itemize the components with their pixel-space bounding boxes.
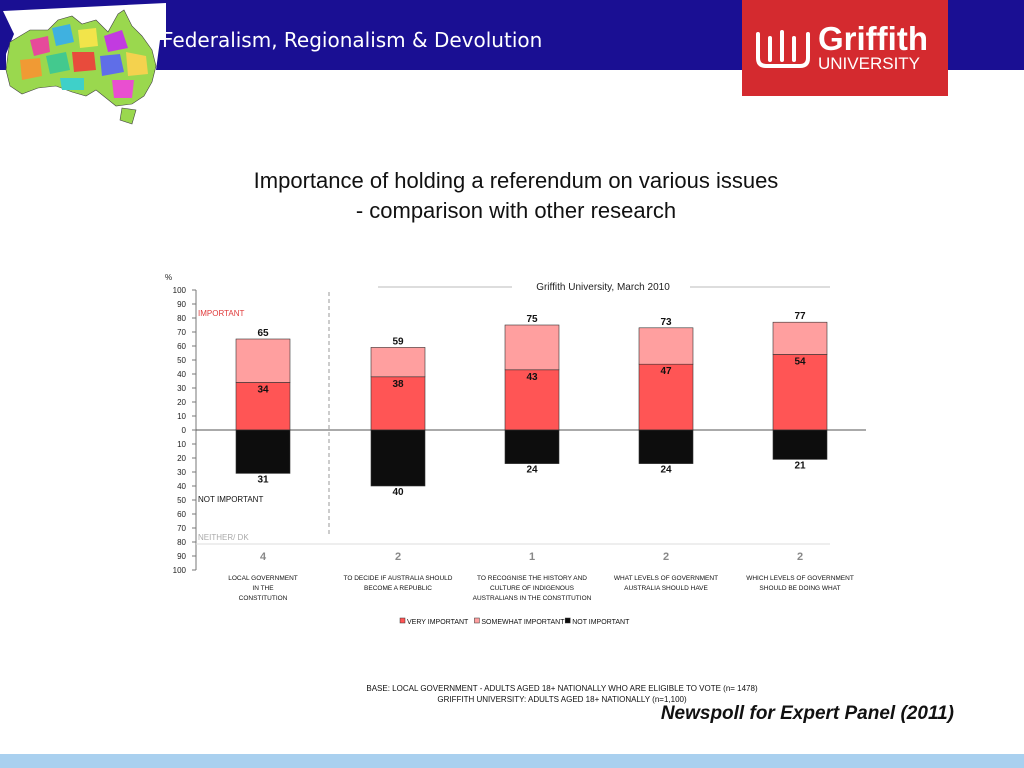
data-label-not-important: 21 — [794, 460, 806, 471]
data-label-neither: 2 — [797, 551, 803, 563]
bar-not-important — [638, 429, 694, 464]
y-tick-label: 20 — [177, 398, 186, 407]
australia-map-icon — [3, 3, 166, 130]
category-label: CULTURE OF INDIGENOUS — [490, 585, 575, 592]
region-label-neither: NEITHER/ DK — [198, 533, 249, 542]
y-tick-label: 10 — [177, 440, 186, 449]
bar-very-important — [638, 363, 694, 431]
data-label-neither: 1 — [529, 551, 535, 563]
category-label: CONSTITUTION — [239, 595, 288, 602]
legend-swatch — [564, 617, 571, 624]
legend-swatch — [474, 617, 480, 624]
base-note-line-1: BASE: LOCAL GOVERNMENT - ADULTS AGED 18+… — [366, 684, 758, 693]
chart-title: Importance of holding a referendum on va… — [160, 166, 872, 226]
y-tick-label: 40 — [177, 482, 186, 491]
y-tick-label: 80 — [177, 314, 186, 323]
data-label-important-total: 59 — [392, 336, 404, 347]
y-tick-label: 80 — [177, 538, 186, 547]
data-label-very-important: 38 — [392, 379, 404, 390]
griffith-crest-icon — [756, 30, 810, 68]
chart-title-line-2: - comparison with other research — [355, 198, 677, 223]
category-label: SHOULD BE DOING WHAT — [759, 585, 840, 592]
data-label-important-total: 65 — [257, 328, 269, 339]
category-label: TO DECIDE IF AUSTRALIA SHOULD — [344, 575, 453, 582]
region-label-important: IMPORTANT — [198, 309, 244, 318]
data-label-important-total: 77 — [794, 311, 806, 322]
y-tick-label: 0 — [182, 426, 187, 435]
bar-somewhat-important — [370, 347, 426, 378]
y-tick-label: 100 — [173, 286, 187, 295]
logo-subtitle: UNIVERSITY — [818, 54, 921, 73]
bar-very-important — [772, 354, 828, 431]
category-label: WHAT LEVELS OF GOVERNMENT — [614, 575, 718, 582]
y-tick-label: 50 — [177, 356, 186, 365]
y-tick-label: 60 — [177, 342, 186, 351]
chart-title-line-1: Importance of holding a referendum on va… — [253, 168, 779, 193]
y-tick-label: 70 — [177, 524, 186, 533]
data-label-neither: 4 — [260, 551, 267, 563]
data-label-neither: 2 — [395, 551, 401, 563]
data-label-not-important: 24 — [660, 465, 672, 476]
category-label: WHICH LEVELS OF GOVERNMENT — [746, 575, 854, 582]
bar-somewhat-important — [772, 321, 828, 355]
data-label-important-total: 75 — [526, 314, 538, 325]
data-label-not-important: 24 — [526, 465, 538, 476]
y-tick-label: 20 — [177, 454, 186, 463]
category-label: IN THE — [252, 585, 274, 592]
group-label: Griffith University, March 2010 — [536, 282, 670, 293]
y-tick-label: 100 — [173, 566, 187, 575]
data-label-neither: 2 — [663, 551, 669, 563]
base-note-line-2: GRIFFITH UNIVERSITY: ADULTS AGED 18+ NAT… — [437, 695, 687, 704]
legend-label: VERY IMPORTANT — [407, 619, 469, 626]
y-tick-label: 90 — [177, 552, 186, 561]
y-tick-label: 90 — [177, 300, 186, 309]
data-label-important-total: 73 — [660, 317, 672, 328]
logo-wordmark: Griffith — [818, 20, 928, 57]
category-label: AUSTRALIA SHOULD HAVE — [624, 585, 708, 592]
griffith-logo — [742, 0, 948, 96]
bar-somewhat-important — [638, 327, 694, 365]
legend-label: SOMEWHAT IMPORTANT — [481, 619, 565, 626]
bar-somewhat-important — [235, 338, 291, 383]
y-tick-label: 30 — [177, 384, 186, 393]
y-unit-label: % — [165, 273, 172, 282]
base-note: BASE: LOCAL GOVERNMENT - ADULTS AGED 18+… — [220, 683, 904, 705]
legend-label: NOT IMPORTANT — [572, 619, 630, 626]
category-label: BECOME A REPUBLIC — [364, 585, 432, 592]
y-tick-label: 10 — [177, 412, 186, 421]
y-tick-label: 30 — [177, 468, 186, 477]
y-tick-label: 60 — [177, 510, 186, 519]
bar-not-important — [772, 429, 828, 460]
bar-not-important — [504, 429, 560, 464]
y-tick-label: 40 — [177, 370, 186, 379]
data-label-very-important: 54 — [794, 356, 806, 367]
category-label: LOCAL GOVERNMENT — [228, 575, 297, 582]
data-label-very-important: 47 — [660, 366, 672, 377]
y-tick-label: 50 — [177, 496, 186, 505]
region-label-not-important: NOT IMPORTANT — [198, 495, 263, 504]
bar-very-important — [504, 369, 560, 431]
bar-somewhat-important — [504, 324, 560, 371]
category-label: TO RECOGNISE THE HISTORY AND — [477, 575, 587, 582]
data-label-very-important: 43 — [526, 372, 538, 383]
source-credit: Newspoll for Expert Panel (2011) — [660, 703, 954, 724]
y-tick-label: 70 — [177, 328, 186, 337]
deck-title: Federalism, Regionalism & Devolution — [162, 28, 543, 52]
bar-not-important — [235, 429, 291, 474]
bar-very-important — [235, 382, 291, 431]
data-label-not-important: 40 — [392, 487, 404, 498]
data-label-very-important: 34 — [257, 384, 269, 395]
category-label: AUSTRALIANS IN THE CONSTITUTION — [473, 595, 592, 602]
legend-swatch — [399, 617, 406, 624]
bar-not-important — [370, 429, 426, 487]
footer-band — [0, 754, 1024, 768]
data-label-not-important: 31 — [257, 474, 269, 485]
